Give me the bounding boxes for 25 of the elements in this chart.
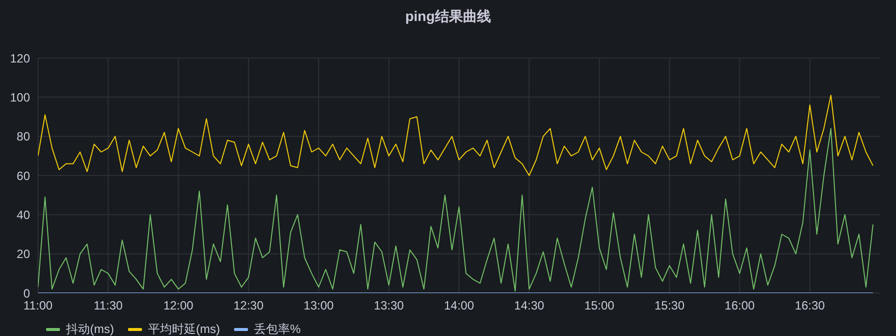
chart-title: ping结果曲线: [404, 8, 492, 26]
x-tick-label: 15:30: [654, 298, 685, 313]
line-series: [38, 128, 874, 292]
y-tick-label: 80: [16, 130, 30, 144]
x-tick-label: 14:30: [514, 298, 545, 313]
y-tick-label: 60: [16, 168, 30, 183]
y-tick-label: 100: [10, 90, 30, 104]
legend-label: 抖动(ms): [65, 321, 114, 336]
x-tick-label: 16:30: [794, 298, 826, 313]
line-series: [38, 94, 874, 176]
x-tick-label: 13:30: [374, 298, 404, 313]
x-tick-label: 12:00: [163, 298, 194, 313]
x-tick-label: 12:30: [233, 298, 264, 313]
x-tick-label: 11:30: [94, 298, 124, 313]
x-tick-label: 11:00: [23, 298, 53, 313]
y-tick-label: 20: [16, 247, 30, 262]
y-tick-label: 0: [23, 286, 30, 300]
x-tick-label: 14:00: [444, 298, 474, 313]
legend-label: 平均时延(ms): [147, 321, 220, 336]
y-tick-label: 120: [10, 51, 30, 66]
x-tick-label: 13:00: [304, 298, 334, 313]
x-tick-label: 16:00: [724, 298, 756, 313]
legend-label: 丢包率%: [253, 321, 301, 336]
x-tick-label: 15:00: [584, 298, 615, 313]
y-tick-label: 40: [16, 208, 30, 222]
